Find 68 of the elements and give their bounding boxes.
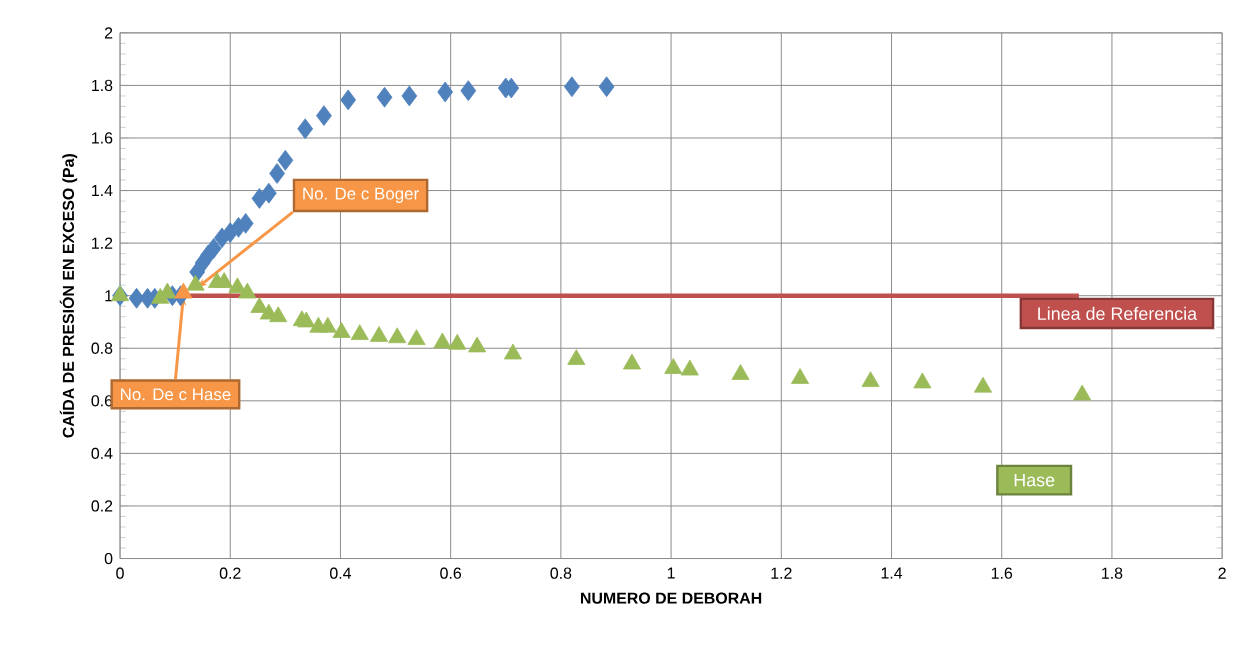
x-tick-label: 1.4	[881, 567, 903, 579]
point	[401, 85, 418, 107]
point	[1073, 384, 1092, 401]
point	[791, 368, 810, 384]
y-tick-label: 0.4	[91, 447, 113, 460]
point	[350, 324, 369, 340]
y-tick-label: 1.6	[92, 132, 113, 144]
point	[297, 311, 316, 328]
point	[316, 105, 332, 126]
point	[468, 336, 487, 353]
point	[973, 376, 993, 393]
y-tick-label: 1.4	[92, 185, 113, 197]
point	[913, 372, 932, 389]
point	[370, 326, 389, 342]
point	[448, 333, 467, 350]
x-tick-label: 0.8	[550, 567, 572, 579]
point	[237, 213, 254, 234]
point	[332, 322, 351, 338]
point	[205, 238, 222, 259]
x-tick-label: 1.6	[991, 567, 1013, 579]
x-tick-label: 1.2	[771, 567, 792, 579]
x-tick-label: 1	[667, 567, 675, 579]
point	[111, 285, 130, 302]
point	[598, 76, 615, 98]
x-tick-label: 2	[1218, 567, 1226, 579]
y-tick-label: 1	[105, 290, 113, 302]
point	[238, 282, 257, 299]
point	[567, 349, 586, 365]
x-tick-label: 0	[116, 567, 124, 579]
y-axis-title: CAÍDA DE PRESIÓN EN EXCESO (Pa)	[59, 153, 78, 438]
point	[260, 182, 277, 204]
point	[731, 364, 750, 380]
annotation: No. De c Boger	[303, 187, 419, 203]
point	[269, 306, 288, 323]
point	[174, 282, 193, 299]
y-tick-label: 1.8	[92, 79, 113, 92]
point	[340, 89, 357, 111]
point	[277, 149, 294, 171]
x-tick-label: 1.8	[1102, 567, 1123, 579]
y-tick-label: 2	[104, 27, 113, 39]
x-tick-label: 0.6	[440, 567, 462, 579]
y-tick-label: 0	[104, 552, 113, 565]
series-label: Linea de Referencia	[1038, 306, 1198, 320]
point	[215, 272, 234, 288]
y-tick-label: 0.8	[91, 342, 113, 354]
point	[318, 316, 337, 333]
point	[186, 274, 205, 291]
y-tick-label: 0.2	[91, 500, 113, 512]
x-tick-label: 0.4	[330, 567, 352, 579]
text: Hase	[1014, 473, 1055, 487]
point	[564, 76, 580, 98]
x-axis-title: NUMERO DE DEBORAH	[581, 592, 762, 604]
point	[269, 163, 285, 184]
point	[680, 359, 699, 376]
point	[376, 86, 393, 108]
point	[861, 371, 880, 387]
point	[433, 332, 452, 349]
point	[664, 358, 683, 374]
point	[437, 81, 454, 103]
point	[503, 343, 522, 360]
point	[622, 353, 641, 370]
point	[388, 327, 407, 344]
point	[297, 118, 314, 140]
point	[460, 80, 477, 102]
x-tick-label: 0.2	[219, 567, 241, 579]
point	[407, 329, 426, 345]
annotation: No. De c Hase	[121, 388, 231, 401]
y-tick-label: 1.2	[92, 237, 113, 249]
